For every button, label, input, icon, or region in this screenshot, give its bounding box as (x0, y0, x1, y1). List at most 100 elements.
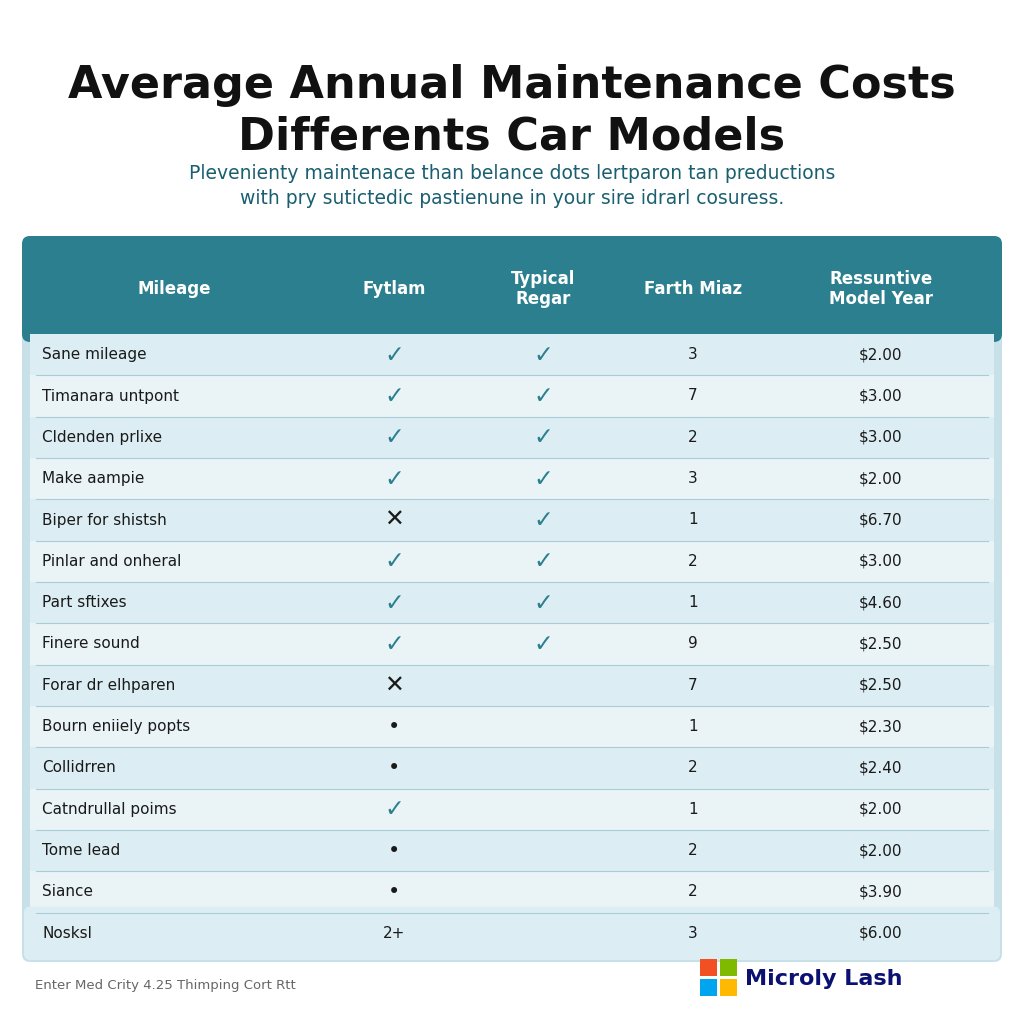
Text: 3: 3 (688, 347, 697, 362)
Text: ✓: ✓ (384, 343, 403, 367)
FancyBboxPatch shape (22, 236, 1002, 342)
Text: •: • (388, 882, 400, 902)
Text: Part sftixes: Part sftixes (42, 595, 127, 610)
Text: $3.00: $3.00 (859, 554, 902, 569)
Text: Enter Med Crity 4.25 Thimping Cort Rtt: Enter Med Crity 4.25 Thimping Cort Rtt (35, 980, 296, 992)
Bar (30, 706, 994, 748)
Text: Cldenden prlixe: Cldenden prlixe (42, 430, 162, 444)
Text: ✓: ✓ (384, 591, 403, 614)
Text: $2.50: $2.50 (859, 637, 902, 651)
Bar (30, 665, 994, 706)
Text: Average Annual Maintenance Costs
Differents Car Models: Average Annual Maintenance Costs Differe… (69, 63, 955, 159)
Text: ✕: ✕ (384, 674, 403, 697)
Text: $2.30: $2.30 (859, 719, 902, 734)
Text: $2.40: $2.40 (859, 761, 902, 775)
Text: $6.00: $6.00 (859, 926, 902, 941)
Text: Forar dr elhparen: Forar dr elhparen (42, 678, 175, 693)
Text: $2.00: $2.00 (859, 802, 902, 817)
Bar (30, 376, 994, 417)
Bar (30, 334, 994, 376)
Text: •: • (388, 841, 400, 860)
Text: 9: 9 (688, 637, 697, 651)
FancyBboxPatch shape (22, 236, 1002, 962)
Text: 2: 2 (688, 843, 697, 858)
Text: ✓: ✓ (534, 384, 553, 408)
Text: Bourn eniiely popts: Bourn eniiely popts (42, 719, 190, 734)
Text: $2.00: $2.00 (859, 471, 902, 486)
Bar (30, 788, 994, 830)
Text: ✓: ✓ (534, 467, 553, 490)
Text: 1: 1 (688, 719, 697, 734)
Text: 2: 2 (688, 430, 697, 444)
Text: $3.90: $3.90 (859, 885, 902, 899)
Text: $2.00: $2.00 (859, 347, 902, 362)
Bar (30, 500, 994, 541)
Text: Microly Lash: Microly Lash (745, 969, 902, 989)
Text: Plevenienty maintenace than belance dots lertparon tan preductions
with pry suti: Plevenienty maintenace than belance dots… (188, 164, 836, 208)
Bar (30, 830, 994, 871)
Text: ✓: ✓ (384, 384, 403, 408)
Text: Mileage: Mileage (138, 280, 211, 298)
Bar (30, 582, 994, 624)
Text: Farth Miaz: Farth Miaz (644, 280, 741, 298)
Text: 3: 3 (688, 926, 697, 941)
Text: ✓: ✓ (384, 467, 403, 490)
FancyBboxPatch shape (24, 906, 1000, 961)
Text: Nosksl: Nosksl (42, 926, 92, 941)
Text: Catndrullal poims: Catndrullal poims (42, 802, 176, 817)
Text: Siance: Siance (42, 885, 93, 899)
Text: Fytlam: Fytlam (362, 280, 426, 298)
Text: •: • (388, 758, 400, 778)
Text: 2: 2 (688, 554, 697, 569)
Bar (30, 624, 994, 665)
Text: $2.00: $2.00 (859, 843, 902, 858)
Text: ✓: ✓ (384, 549, 403, 573)
Text: Make aampie: Make aampie (42, 471, 144, 486)
Text: 2: 2 (688, 761, 697, 775)
Bar (30, 458, 994, 500)
Text: ✓: ✓ (534, 343, 553, 367)
Text: Sane mileage: Sane mileage (42, 347, 146, 362)
Bar (30, 912, 994, 933)
Text: Collidrren: Collidrren (42, 761, 116, 775)
Text: ✓: ✓ (534, 425, 553, 450)
Bar (720, 979, 737, 996)
Text: ✓: ✓ (534, 508, 553, 532)
Bar (30, 294, 994, 334)
Text: ✓: ✓ (384, 425, 403, 450)
Text: 7: 7 (688, 678, 697, 693)
Bar (30, 871, 994, 912)
Text: 1: 1 (688, 595, 697, 610)
Bar (30, 748, 994, 788)
Text: Pinlar and onheral: Pinlar and onheral (42, 554, 181, 569)
Text: $3.00: $3.00 (859, 430, 902, 444)
Bar (30, 417, 994, 458)
Text: ✓: ✓ (534, 549, 553, 573)
Text: Tome lead: Tome lead (42, 843, 120, 858)
Text: 3: 3 (688, 471, 697, 486)
Text: 1: 1 (688, 802, 697, 817)
Text: 1: 1 (688, 512, 697, 527)
Text: ✓: ✓ (384, 798, 403, 821)
Text: ✓: ✓ (534, 632, 553, 656)
Text: $3.00: $3.00 (859, 388, 902, 403)
Text: ✕: ✕ (384, 508, 403, 532)
Bar (700, 959, 717, 976)
Text: 2: 2 (688, 885, 697, 899)
Text: $6.70: $6.70 (859, 512, 902, 527)
Text: 7: 7 (688, 388, 697, 403)
Bar (700, 979, 717, 996)
Text: $4.60: $4.60 (859, 595, 902, 610)
Text: Timanara untpont: Timanara untpont (42, 388, 179, 403)
Bar (720, 959, 737, 976)
Text: Biper for shistsh: Biper for shistsh (42, 512, 167, 527)
Text: Ressuntive
Model Year: Ressuntive Model Year (828, 269, 933, 308)
Text: Finere sound: Finere sound (42, 637, 139, 651)
Text: ✓: ✓ (534, 591, 553, 614)
Bar (30, 541, 994, 582)
Text: •: • (388, 717, 400, 736)
Text: 2+: 2+ (383, 926, 406, 941)
Text: ✓: ✓ (384, 632, 403, 656)
Text: $2.50: $2.50 (859, 678, 902, 693)
Text: Typical
Regar: Typical Regar (511, 269, 575, 308)
